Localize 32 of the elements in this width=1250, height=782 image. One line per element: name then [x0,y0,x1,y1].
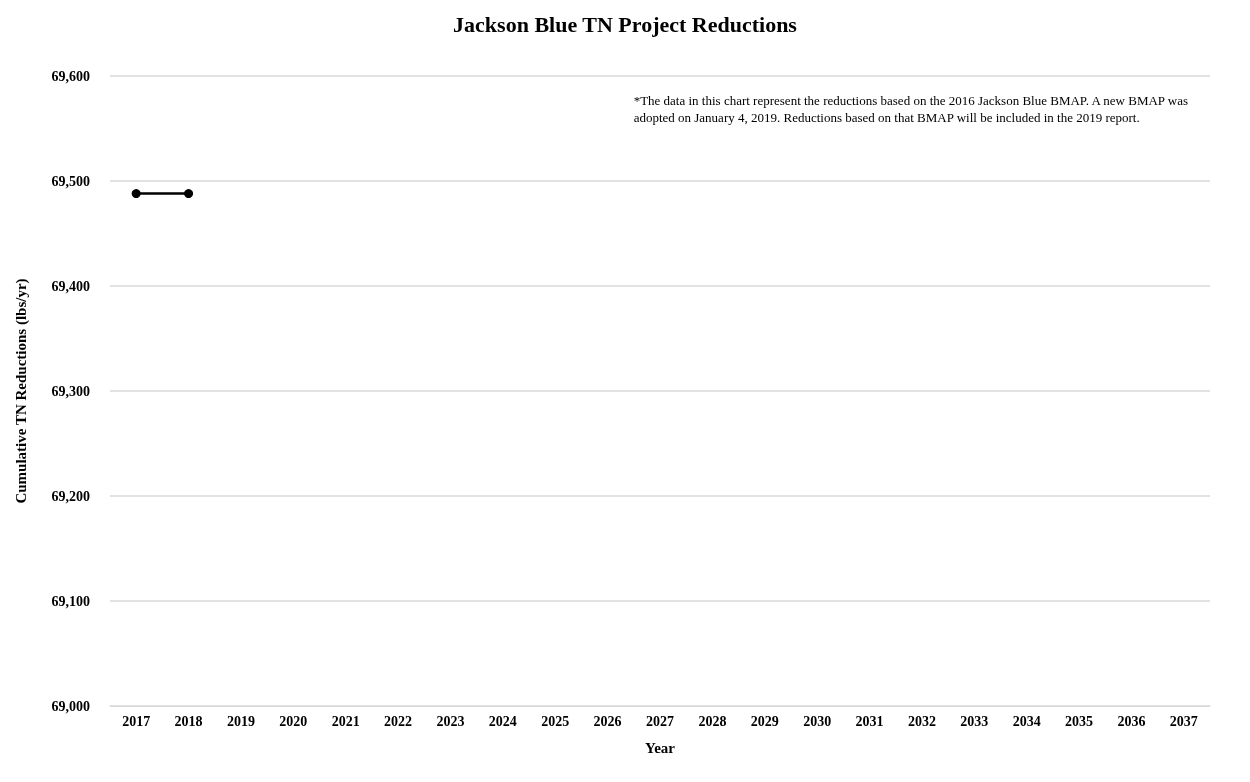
y-tick-label: 69,300 [51,383,90,399]
y-tick-label: 69,100 [51,593,90,609]
x-tick-label: 2030 [803,713,832,729]
x-tick-label: 2031 [855,713,884,729]
x-tick-label: 2037 [1169,713,1198,729]
y-tick-label: 69,000 [51,698,90,714]
x-tick-label: 2023 [436,713,465,729]
x-tick-label: 2021 [331,713,360,729]
y-tick-label: 69,200 [51,488,90,504]
annotation: *The data in this chart represent the reductions based on the 2016 Jackson Blue BMAP. A new BMAP was adopted on January 4, 2019. Reductions based on that BMAP will be included in the 2019 report. [633,93,1189,125]
y-axis-title: Cumulative TN Reductions (lbs/yr) [12,278,30,504]
x-tick-label: 2036 [1117,713,1146,729]
chart-title: Jackson Blue TN Project Reductions [453,11,798,37]
x-tick-label: 2018 [174,713,203,729]
x-axis-title: Year [645,739,676,756]
x-tick-label: 2028 [698,713,727,729]
x-tick-label: 2025 [541,713,570,729]
x-tick-label: 2020 [279,713,308,729]
x-tick-label: 2032 [907,713,936,729]
x-tick-label: 2033 [960,713,989,729]
x-tick-label: 2026 [593,713,622,729]
x-tick-label: 2017 [122,713,151,729]
x-tick-label: 2027 [646,713,674,729]
x-tick-label: 2029 [750,713,779,729]
x-tick-label: 2022 [384,713,413,729]
y-tick-label: 69,600 [51,68,90,84]
y-tick-label: 69,400 [51,278,90,294]
x-tick-label: 2035 [1065,713,1094,729]
x-tick-label: 2024 [488,713,517,729]
x-tick-label: 2019 [226,713,255,729]
y-tick-label: 69,500 [51,173,90,189]
x-tick-label: 2034 [1012,713,1041,729]
